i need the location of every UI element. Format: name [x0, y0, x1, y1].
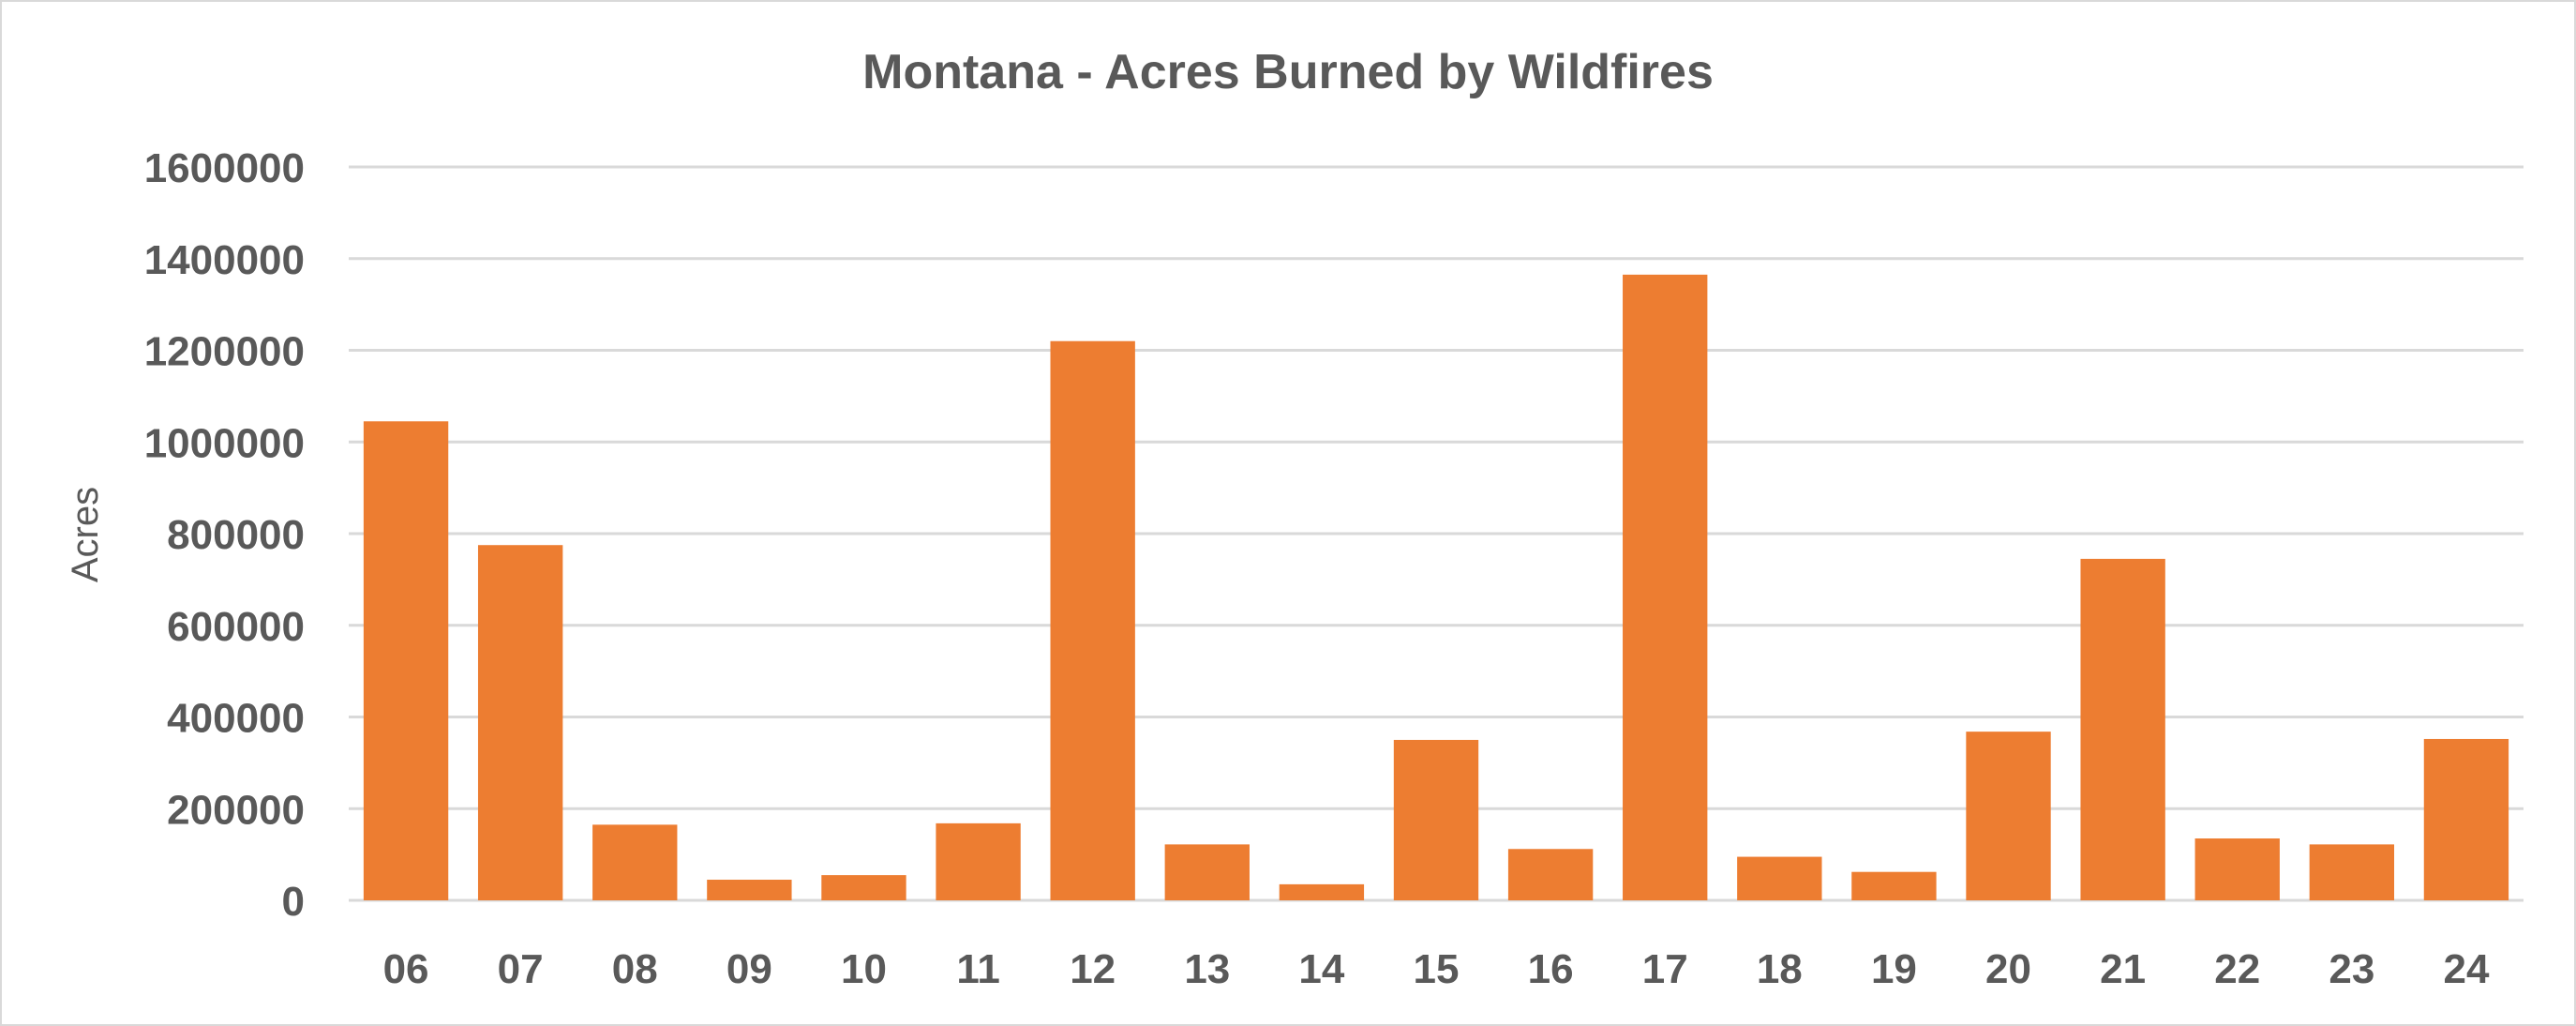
x-tick-label: 13: [1184, 946, 1230, 992]
bar-09: [707, 880, 792, 900]
x-tick-label: 11: [956, 946, 1000, 992]
bar-16: [1507, 849, 1594, 900]
bar-06: [363, 421, 449, 900]
bar-17: [1623, 274, 1708, 900]
x-axis-ticks: 06 07 08 09 10 11 12 13 14 15 16 17 18 19 20 21 22 23 24: [383, 946, 2490, 992]
bar-12: [1050, 340, 1135, 901]
x-tick-label: 14: [1298, 946, 1344, 992]
x-tick-label: 12: [1070, 946, 1116, 992]
bar-11: [936, 822, 1021, 900]
x-tick-label: 19: [1871, 946, 1917, 992]
bar-22: [2194, 838, 2280, 900]
y-tick-label: 1600000: [144, 145, 305, 191]
y-tick-label: 200000: [167, 787, 305, 833]
x-tick-label: 08: [612, 946, 658, 992]
x-tick-label: 06: [383, 946, 429, 992]
y-tick-label: 400000: [167, 696, 305, 742]
x-tick-label: 18: [1757, 946, 1803, 992]
bar-19: [1851, 871, 1937, 900]
x-tick-label: 20: [1985, 946, 2031, 992]
bars: [363, 274, 2509, 901]
x-tick-label: 24: [2443, 946, 2489, 992]
y-tick-label: 1000000: [144, 420, 305, 466]
bar-07: [477, 545, 563, 900]
bar-23: [2309, 844, 2395, 900]
x-tick-label: 21: [2100, 946, 2146, 992]
bar-21: [2080, 558, 2165, 900]
y-tick-label: 0: [282, 879, 305, 925]
y-tick-label: 1200000: [144, 329, 305, 375]
y-tick-label: 600000: [167, 604, 305, 650]
bar-24: [2423, 738, 2509, 900]
y-axis-ticks: 0 200000 400000 600000 800000 1000000 1200000 1…: [144, 145, 305, 925]
chart-title: Montana - Acres Burned by Wildfires: [862, 45, 1714, 99]
x-tick-label: 22: [2214, 946, 2260, 992]
y-tick-label: 1400000: [144, 237, 305, 283]
x-tick-label: 16: [1528, 946, 1574, 992]
x-tick-label: 15: [1414, 946, 1460, 992]
x-tick-label: 23: [2329, 946, 2374, 992]
bar-20: [1966, 732, 2051, 900]
y-axis-label: Acres: [65, 487, 106, 582]
x-tick-label: 09: [726, 946, 772, 992]
bar-10: [821, 875, 906, 900]
bar-18: [1737, 856, 1822, 900]
x-tick-label: 17: [1642, 946, 1688, 992]
gridlines: [349, 165, 2524, 902]
x-tick-label: 07: [498, 946, 544, 992]
bar-15: [1393, 739, 1479, 900]
bar-13: [1164, 844, 1250, 900]
y-tick-label: 800000: [167, 512, 305, 558]
bar-08: [592, 824, 678, 900]
x-tick-label: 10: [841, 946, 887, 992]
bar-14: [1279, 883, 1365, 900]
